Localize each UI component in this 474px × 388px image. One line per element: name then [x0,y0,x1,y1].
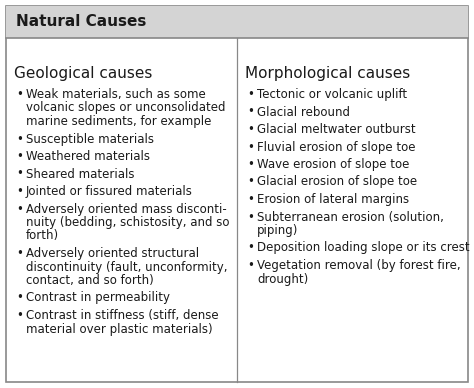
Text: •: • [16,247,23,260]
Text: Contrast in permeability: Contrast in permeability [26,291,170,305]
Text: Erosion of lateral margins: Erosion of lateral margins [257,193,409,206]
Text: forth): forth) [26,229,59,242]
Text: Jointed or fissured materials: Jointed or fissured materials [26,185,193,198]
Text: •: • [247,259,254,272]
Text: Deposition loading slope or its crest: Deposition loading slope or its crest [257,241,470,255]
Text: Tectonic or volcanic uplift: Tectonic or volcanic uplift [257,88,407,101]
Text: •: • [16,132,23,146]
Text: •: • [247,123,254,136]
Text: Vegetation removal (by forest fire,: Vegetation removal (by forest fire, [257,259,461,272]
Text: Glacial erosion of slope toe: Glacial erosion of slope toe [257,175,417,189]
Text: material over plastic materials): material over plastic materials) [26,322,213,336]
Text: Contrast in stiffness (stiff, dense: Contrast in stiffness (stiff, dense [26,309,219,322]
Text: drought): drought) [257,272,308,286]
Text: nuity (bedding, schistosity, and so: nuity (bedding, schistosity, and so [26,216,229,229]
Text: Geological causes: Geological causes [14,66,152,81]
Text: •: • [16,88,23,101]
Text: piping): piping) [257,224,298,237]
Text: Glacial meltwater outburst: Glacial meltwater outburst [257,123,416,136]
Text: volcanic slopes or unconsolidated: volcanic slopes or unconsolidated [26,102,226,114]
Text: Natural Causes: Natural Causes [16,14,146,29]
Bar [6,6,468,38]
Text: •: • [247,88,254,101]
Text: •: • [16,291,23,305]
Text: •: • [16,168,23,180]
Text: •: • [247,241,254,255]
Text: Weak materials, such as some: Weak materials, such as some [26,88,206,101]
Text: •: • [247,193,254,206]
Text: Glacial rebound: Glacial rebound [257,106,350,118]
Text: •: • [247,140,254,154]
Text: Fluvial erosion of slope toe: Fluvial erosion of slope toe [257,140,416,154]
Text: •: • [16,150,23,163]
Text: discontinuity (fault, unconformity,: discontinuity (fault, unconformity, [26,260,228,274]
Text: •: • [16,185,23,198]
Text: •: • [16,309,23,322]
Text: Weathered materials: Weathered materials [26,150,150,163]
Text: •: • [16,203,23,215]
Text: Susceptible materials: Susceptible materials [26,132,154,146]
Text: Adversely oriented structural: Adversely oriented structural [26,247,199,260]
Text: •: • [247,175,254,189]
Text: •: • [247,211,254,223]
Text: contact, and so forth): contact, and so forth) [26,274,154,287]
Text: Morphological causes: Morphological causes [245,66,410,81]
Text: Adversely oriented mass disconti-: Adversely oriented mass disconti- [26,203,227,215]
Text: •: • [247,158,254,171]
Text: marine sediments, for example: marine sediments, for example [26,115,211,128]
Text: Subterranean erosion (solution,: Subterranean erosion (solution, [257,211,444,223]
Text: •: • [247,106,254,118]
Text: Wave erosion of slope toe: Wave erosion of slope toe [257,158,410,171]
Text: Sheared materials: Sheared materials [26,168,135,180]
